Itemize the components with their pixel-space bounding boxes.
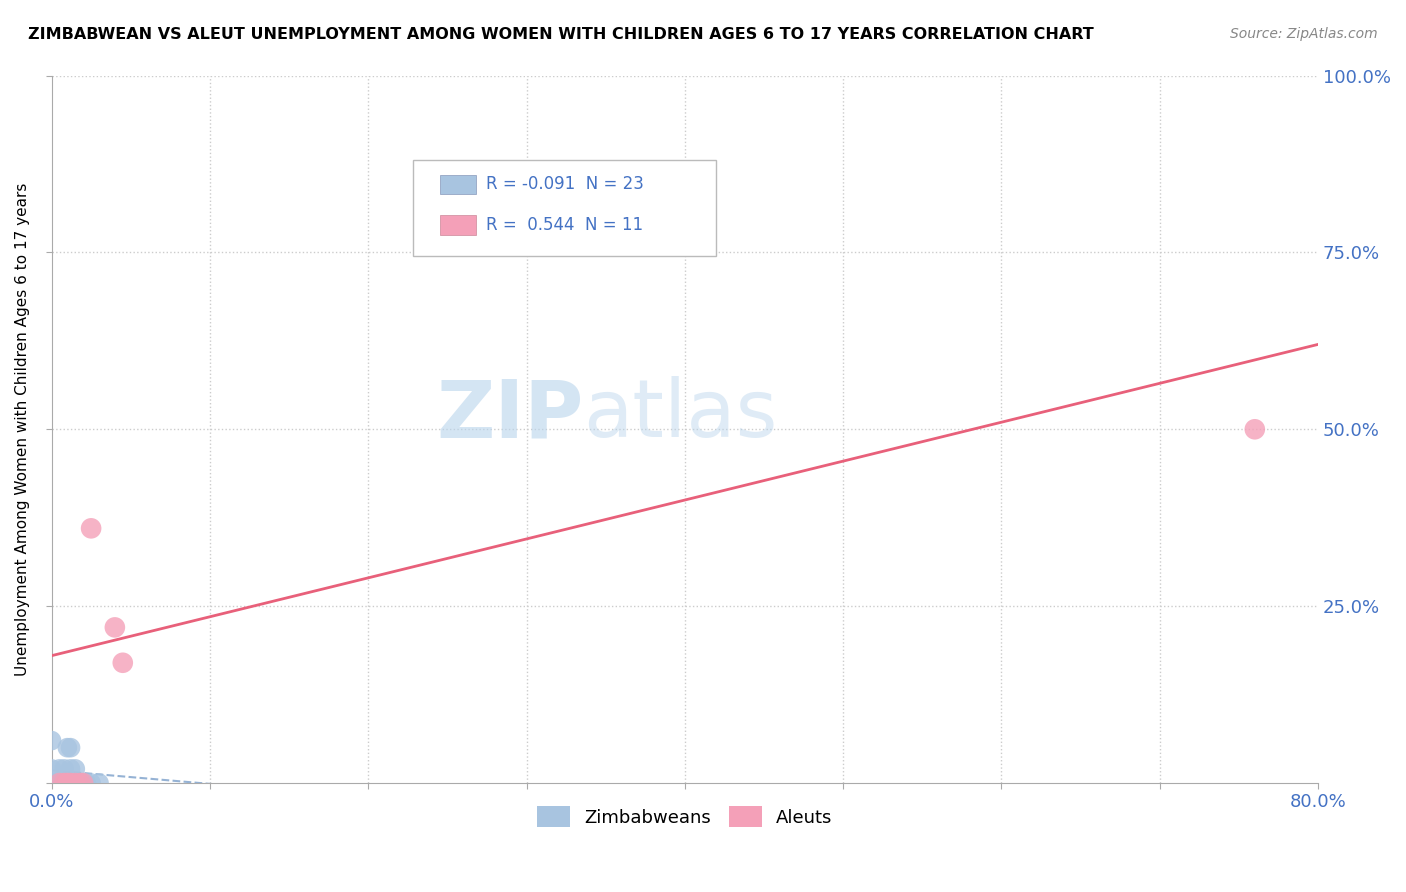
Point [1243, 422, 1265, 436]
Point [65, 762, 87, 776]
Point [80, 521, 103, 535]
Point [59, 740, 82, 755]
Point [56, 776, 79, 790]
Text: R = -0.091  N = 23: R = -0.091 N = 23 [486, 176, 644, 194]
Point [44, 776, 66, 790]
Point [66, 776, 89, 790]
Point [80, 776, 103, 790]
Text: R =  0.544  N = 11: R = 0.544 N = 11 [486, 216, 643, 234]
Point [65, 776, 87, 790]
Point [52, 776, 75, 790]
Point [56, 740, 79, 755]
Point [41, 733, 63, 747]
Point [60, 776, 83, 790]
Point [48, 762, 70, 776]
Legend: Zimbabweans, Aleuts: Zimbabweans, Aleuts [530, 799, 839, 834]
Point [65, 776, 87, 790]
Point [53, 762, 76, 776]
Point [69, 776, 91, 790]
Text: Source: ZipAtlas.com: Source: ZipAtlas.com [1230, 27, 1378, 41]
Point [59, 762, 82, 776]
Text: ZIP: ZIP [436, 376, 583, 454]
Point [72, 776, 94, 790]
Y-axis label: Unemployment Among Women with Children Ages 6 to 17 years: Unemployment Among Women with Children A… [15, 183, 30, 676]
Point [53, 776, 76, 790]
FancyBboxPatch shape [440, 215, 475, 235]
Point [56, 776, 79, 790]
Point [87, 776, 110, 790]
Point [56, 776, 79, 790]
Point [72, 776, 94, 790]
Point [111, 656, 134, 670]
Point [41, 762, 63, 776]
Point [45, 776, 67, 790]
FancyBboxPatch shape [440, 175, 475, 194]
Point [48, 776, 70, 790]
Point [69, 776, 91, 790]
Text: atlas: atlas [583, 376, 778, 454]
Point [48, 776, 70, 790]
Point [59, 776, 82, 790]
FancyBboxPatch shape [412, 161, 717, 256]
Point [104, 620, 127, 634]
Text: ZIMBABWEAN VS ALEUT UNEMPLOYMENT AMONG WOMEN WITH CHILDREN AGES 6 TO 17 YEARS CO: ZIMBABWEAN VS ALEUT UNEMPLOYMENT AMONG W… [28, 27, 1094, 42]
Point [41, 776, 63, 790]
Point [75, 776, 97, 790]
